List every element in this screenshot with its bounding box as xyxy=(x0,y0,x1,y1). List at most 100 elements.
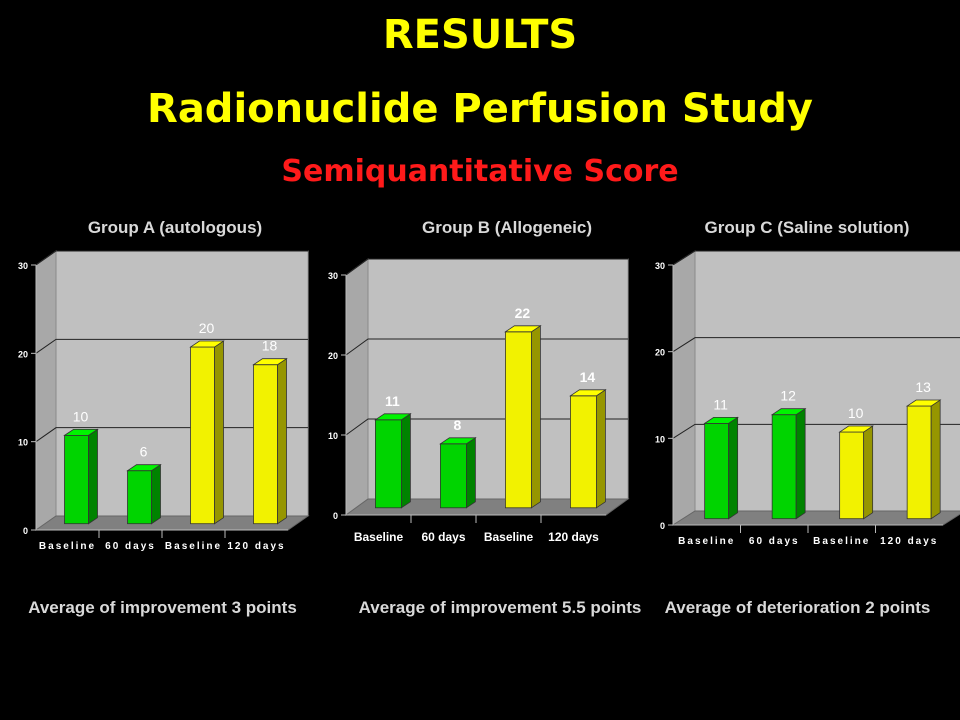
gridline xyxy=(345,338,628,356)
x-tick-label: Baseline xyxy=(354,530,404,544)
gridline xyxy=(35,427,308,443)
x-tick-label: 60 days xyxy=(421,530,465,544)
bar-side xyxy=(795,407,806,520)
y-tick-label: 30 xyxy=(18,261,28,271)
data-label: 8 xyxy=(454,417,462,433)
plot-side-wall xyxy=(345,258,369,516)
y-tick-label: 10 xyxy=(655,434,665,444)
group-a-label: Group A (autologous) xyxy=(87,218,263,237)
bar-top xyxy=(703,416,739,424)
bar xyxy=(504,325,542,509)
x-tick-label: Baseline xyxy=(813,536,870,547)
gridline xyxy=(35,338,308,354)
bar-side xyxy=(88,428,98,525)
bar-front xyxy=(127,470,152,525)
gridline xyxy=(672,423,960,439)
plot-side-wall xyxy=(672,250,696,526)
bar xyxy=(63,428,99,525)
bar xyxy=(770,407,807,520)
y-tick-label: 30 xyxy=(328,271,338,281)
bar-front xyxy=(569,395,597,509)
group-c-label: Group C (Saline solution) xyxy=(704,218,910,237)
group-c-chart: 0 10 20 30 11 Baseline 12 60 days 10 Baseline 13 12… xyxy=(655,250,960,547)
x-tick-label: 120 days xyxy=(227,541,285,552)
data-label: 10 xyxy=(73,408,89,424)
data-label: 14 xyxy=(580,369,596,385)
x-tick-label: 120 days xyxy=(880,536,938,547)
bar-front xyxy=(253,364,278,525)
slide-title: RESULTS xyxy=(382,12,578,58)
bar-side xyxy=(151,463,161,525)
bar-top xyxy=(189,340,225,348)
x-tick-label: 120 days xyxy=(548,530,599,544)
bar xyxy=(126,463,162,525)
bar-top xyxy=(569,389,607,397)
y-tick-label: 10 xyxy=(18,438,28,448)
y-tick-label: 0 xyxy=(660,521,665,531)
group-b-chart: 0 10 20 30 11 Baseline 8 60 days 22 Baseline 14 120… xyxy=(328,258,630,544)
slide-subtitle: Radionuclide Perfusion Study xyxy=(147,86,813,132)
bar-top xyxy=(838,425,874,433)
bar-top xyxy=(252,358,288,366)
bar xyxy=(905,399,942,520)
x-tick-label: 60 days xyxy=(105,541,156,552)
data-label: 20 xyxy=(199,320,215,336)
bar-side xyxy=(595,389,606,509)
bar xyxy=(703,416,739,520)
bar-side xyxy=(401,413,411,509)
bar xyxy=(189,340,225,525)
bar-front xyxy=(906,405,932,520)
x-tick-label: Baseline xyxy=(678,536,735,547)
y-tick-label: 20 xyxy=(655,348,665,358)
bar-front xyxy=(704,422,730,520)
bar-front xyxy=(190,346,215,525)
gridline xyxy=(672,250,960,266)
data-label: 11 xyxy=(385,393,400,409)
bar-top xyxy=(905,399,942,407)
bar-top xyxy=(374,413,412,421)
x-tick-label: 60 days xyxy=(749,536,800,547)
bar-front xyxy=(375,419,402,509)
group-c-summary: Average of deterioration 2 points xyxy=(664,598,931,617)
gridline xyxy=(345,258,628,276)
bar-front xyxy=(64,434,89,525)
data-label: 18 xyxy=(262,338,278,354)
data-label: 13 xyxy=(915,379,931,395)
data-label: 22 xyxy=(515,305,531,321)
gridline xyxy=(35,250,308,266)
plot-side-wall xyxy=(35,250,57,531)
bar-top xyxy=(63,428,99,436)
x-tick-label: Baseline xyxy=(165,541,222,552)
bar-top xyxy=(770,408,807,416)
bar-front xyxy=(504,331,532,509)
bar-side xyxy=(214,340,224,525)
y-tick-label: 10 xyxy=(328,431,338,441)
group-b-label: Group B (Allogeneic) xyxy=(422,218,592,237)
bar-top xyxy=(504,325,542,333)
group-b-summary: Average of improvement 5.5 points xyxy=(358,598,642,617)
group-a-chart: 0 10 20 30 10 Baseline 6 60 days 20 Baseline 18 120… xyxy=(18,250,310,552)
y-tick-label: 20 xyxy=(328,351,338,361)
bar-side xyxy=(728,416,739,520)
data-label: 6 xyxy=(140,444,148,460)
data-label: 10 xyxy=(848,405,864,421)
data-label: 12 xyxy=(780,388,796,404)
bar xyxy=(569,389,607,509)
y-tick-label: 0 xyxy=(23,526,28,536)
bar xyxy=(374,413,412,509)
bar xyxy=(838,425,874,520)
slide-subtitle-score: Semiquantitative Score xyxy=(281,154,679,189)
data-label: 11 xyxy=(713,396,728,412)
bar-side xyxy=(530,325,541,509)
bar-side xyxy=(277,357,287,525)
bar-side xyxy=(930,399,941,520)
y-tick-label: 30 xyxy=(655,261,665,271)
y-tick-label: 20 xyxy=(18,349,28,359)
y-tick-label: 0 xyxy=(333,511,338,521)
gridline xyxy=(345,418,628,436)
bar-front xyxy=(439,443,467,509)
x-tick-label: Baseline xyxy=(39,541,96,552)
bar-top xyxy=(439,437,477,445)
group-a-summary: Average of improvement 3 points xyxy=(28,598,297,617)
bar-side xyxy=(863,425,874,520)
